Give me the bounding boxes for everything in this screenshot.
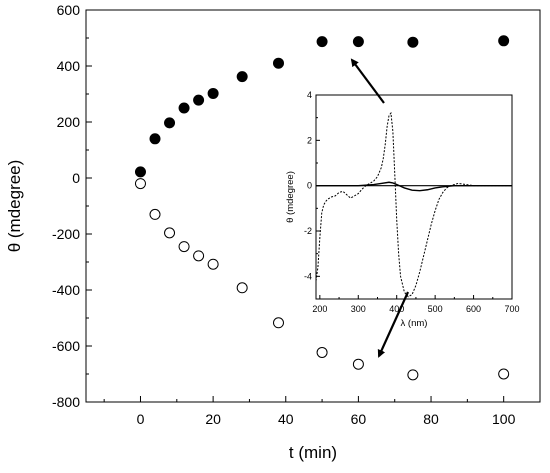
main-y-tick-label: -600: [52, 338, 80, 354]
main-x-tick-label: 40: [278, 411, 294, 427]
filled-data-point: [498, 35, 510, 47]
main-y-tick-label: -400: [52, 282, 80, 298]
filled-data-point: [149, 133, 161, 145]
main-y-axis-title: θ (mdegree): [5, 160, 24, 253]
filled-data-point: [164, 117, 176, 129]
filled-data-point: [178, 102, 190, 114]
open-data-point: [178, 241, 190, 253]
open-data-point: [193, 250, 205, 262]
main-y-tick-label: 200: [57, 114, 81, 130]
filled-data-point: [316, 36, 328, 48]
inset-y-tick-label: -4: [304, 271, 312, 281]
filled-data-point: [134, 166, 146, 178]
inset-y-tick-label: 2: [307, 135, 312, 145]
main-y-tick-label: 600: [57, 2, 81, 18]
open-data-point: [272, 317, 284, 329]
open-data-point: [164, 227, 176, 239]
open-data-point: [316, 346, 328, 358]
filled-data-point: [272, 57, 284, 69]
open-data-point: [407, 369, 419, 381]
inset-solid-curve: [316, 181, 512, 192]
inset-curves: [315, 111, 512, 298]
main-ticks: [86, 9, 505, 403]
open-data-point: [207, 258, 219, 270]
arrow-to-filled-series: [350, 58, 385, 104]
open-data-point: [498, 368, 510, 380]
main-y-tick-label: -800: [52, 394, 80, 410]
main-x-tick-label: 60: [351, 411, 367, 427]
main-x-tick-label: 100: [492, 411, 516, 427]
open-data-point: [149, 208, 161, 220]
filled-data-point: [207, 87, 219, 99]
inset-x-tick-label: 300: [351, 304, 366, 314]
filled-data-point: [193, 94, 205, 106]
inset-plot-frame: [315, 94, 513, 300]
inset-x-tick-label: 200: [312, 304, 327, 314]
inset-y-axis-title: θ (mdegree): [285, 171, 296, 223]
inset-dashed-curve: [315, 111, 512, 298]
filled-data-point: [407, 36, 419, 48]
inset-x-tick-label: 500: [428, 304, 443, 314]
main-y-tick-label: -200: [52, 226, 80, 242]
inset-ticks: [316, 94, 513, 299]
main-x-tick-label: 0: [137, 411, 145, 427]
arrow-to-open-series: [377, 291, 410, 358]
inset-y-tick-label: 0: [307, 181, 312, 191]
main-x-tick-label: 80: [423, 411, 439, 427]
filled-data-point: [352, 36, 364, 48]
main-x-axis-title: t (min): [289, 443, 337, 462]
inset-x-tick-label: 700: [504, 304, 519, 314]
open-data-point: [236, 282, 248, 294]
inset-x-tick-label: 600: [466, 304, 481, 314]
inset-y-tick-label: 4: [307, 90, 312, 100]
inset-x-axis-title: λ (nm): [401, 318, 428, 329]
filled-data-point: [236, 71, 248, 83]
main-data-points: [134, 35, 510, 381]
main-y-tick-label: 400: [57, 58, 81, 74]
open-data-point: [352, 358, 364, 370]
inset-x-tick-label: 400: [389, 304, 404, 314]
main-y-tick-label: 0: [72, 170, 80, 186]
open-data-point: [134, 178, 146, 190]
main-x-tick-label: 20: [205, 411, 221, 427]
inset-tick-labels: -4 -2 0 2 4 200 300 400 500 600 700: [304, 90, 520, 314]
inset-y-tick-label: -2: [304, 226, 312, 236]
